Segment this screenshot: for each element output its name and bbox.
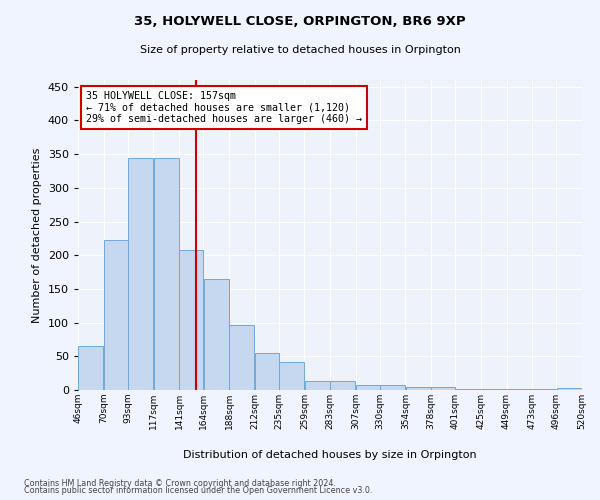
Bar	[255, 353, 279, 390]
Bar	[229, 324, 254, 390]
Text: Contains HM Land Registry data © Crown copyright and database right 2024.: Contains HM Land Registry data © Crown c…	[24, 478, 336, 488]
Bar	[78, 346, 103, 390]
Text: 35 HOLYWELL CLOSE: 157sqm
← 71% of detached houses are smaller (1,120)
29% of se: 35 HOLYWELL CLOSE: 157sqm ← 71% of detac…	[86, 91, 362, 124]
Bar	[507, 388, 532, 390]
Text: Distribution of detached houses by size in Orpington: Distribution of detached houses by size …	[183, 450, 477, 460]
Bar	[380, 386, 405, 390]
Text: 35, HOLYWELL CLOSE, ORPINGTON, BR6 9XP: 35, HOLYWELL CLOSE, ORPINGTON, BR6 9XP	[134, 15, 466, 28]
Text: Contains public sector information licensed under the Open Government Licence v3: Contains public sector information licen…	[24, 486, 373, 495]
Bar	[356, 384, 380, 390]
Bar	[431, 388, 455, 390]
Bar	[104, 240, 128, 390]
Bar	[179, 250, 203, 390]
Bar	[154, 158, 179, 390]
Bar	[330, 381, 355, 390]
Bar	[204, 279, 229, 390]
Text: Size of property relative to detached houses in Orpington: Size of property relative to detached ho…	[140, 45, 460, 55]
Bar	[279, 362, 304, 390]
Bar	[128, 158, 153, 390]
Bar	[305, 381, 330, 390]
Y-axis label: Number of detached properties: Number of detached properties	[32, 148, 42, 322]
Bar	[406, 386, 431, 390]
Bar	[557, 388, 582, 390]
